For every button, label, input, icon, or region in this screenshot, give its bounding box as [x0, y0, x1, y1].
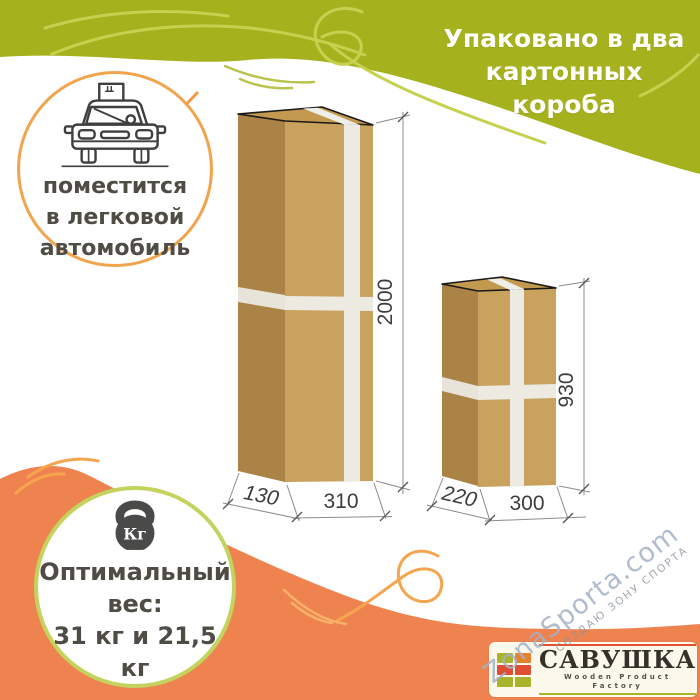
- logo-card: САВУШКА Wooden Product Factory: [489, 642, 697, 697]
- kettlebell-label: Кг: [123, 526, 146, 544]
- box-small-tape-top: [487, 278, 524, 290]
- weight-badge-line: вес:: [107, 590, 163, 618]
- box-small-width-label: 300: [509, 492, 544, 515]
- car-badge: поместится в легковой автомобиль: [17, 71, 213, 267]
- logo-top-rule: [539, 644, 697, 646]
- box-small: [441, 276, 557, 487]
- box-small-height-label: 930: [555, 372, 578, 407]
- logo-subtitle: Wooden Product Factory: [564, 673, 672, 690]
- packed-note-line: картонных: [485, 57, 643, 86]
- green-arc-lines: [223, 64, 316, 90]
- box-small-tape-side: [442, 377, 478, 400]
- weight-badge-line: 31 кг и 21,5 кг: [53, 622, 217, 682]
- box-large-tape-side: [238, 287, 285, 310]
- box-large: [237, 106, 374, 482]
- green-band: [0, 0, 700, 174]
- logo-mosaic: [497, 652, 531, 687]
- mosaic-square-green: [515, 676, 531, 687]
- logo-title: САВУШКА: [539, 645, 697, 674]
- weight-badge-line: Оптимальный: [39, 558, 231, 586]
- packed-note: Упаковано в два картонных короба: [428, 22, 700, 121]
- box-large-depth-label: 130: [240, 482, 283, 510]
- car-badge-text: поместится в легковой автомобиль: [40, 171, 191, 264]
- box-small-dimension-lines: [426, 277, 591, 526]
- mosaic-square-orange: [515, 652, 531, 663]
- car-icon: [61, 82, 169, 168]
- logo-text: САВУШКА Wooden Product Factory: [539, 644, 697, 695]
- orange-arc-lines: [282, 588, 348, 626]
- dimension-ticks: [426, 277, 590, 526]
- logo-bottom-rule: [539, 693, 697, 695]
- box-large-tape-horizontal: [285, 296, 373, 311]
- mosaic-square-green: [497, 652, 513, 663]
- weight-badge-text: Оптимальный вес: 31 кг и 21,5 кг: [38, 556, 232, 684]
- mosaic-square-red: [497, 664, 513, 675]
- orange-swirl-lines: [14, 457, 444, 622]
- dimension-ticks: [222, 111, 409, 523]
- mosaic-square-red: [515, 664, 531, 675]
- box-small-depth-label: 220: [438, 482, 481, 511]
- packed-note-line: Упаковано в два: [443, 24, 685, 53]
- mosaic-square-green: [497, 676, 513, 687]
- box-small-tape-horizontal: [478, 384, 556, 400]
- box-large-height-label: 2000: [374, 279, 397, 326]
- box-large-tape-top: [303, 107, 360, 125]
- kettlebell-icon: Кг: [110, 500, 160, 554]
- green-swirl-lines: [43, 6, 700, 145]
- weight-badge: Кг Оптимальный вес: 31 кг и 21,5 кг: [34, 486, 236, 688]
- packed-note-line: короба: [512, 90, 616, 119]
- box-large-dimension-lines: [222, 111, 411, 523]
- car-badge-line: поместится: [42, 174, 188, 199]
- box-large-width-label: 310: [323, 490, 358, 513]
- car-badge-line: в легковой: [45, 205, 185, 230]
- car-badge-line: автомобиль: [39, 236, 191, 261]
